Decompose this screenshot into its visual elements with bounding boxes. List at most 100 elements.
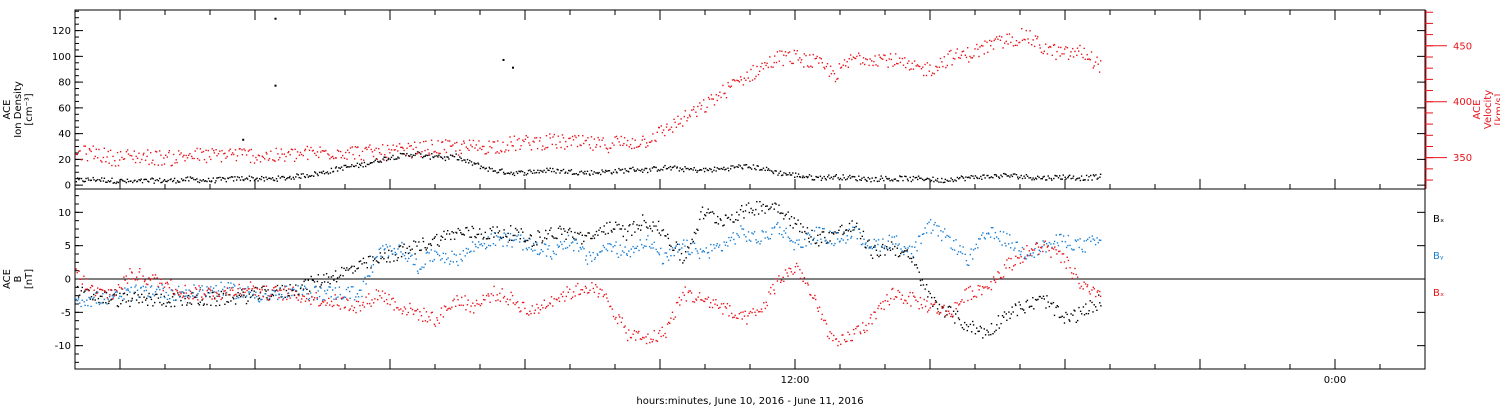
field-point-by [462, 250, 464, 252]
field-point-bx [129, 305, 131, 308]
field-point-by [579, 246, 581, 249]
field-point-by [444, 261, 446, 264]
velocity-point [468, 139, 471, 141]
density-point [815, 175, 817, 178]
velocity-point [796, 50, 798, 52]
velocity-point [1079, 44, 1081, 47]
field-point-by [748, 239, 751, 241]
field-point-bx [679, 259, 681, 261]
field-point-by [479, 244, 481, 246]
density-point [151, 177, 153, 179]
field-point-bz [265, 285, 268, 287]
field-point-by [997, 238, 1000, 240]
field-point-bx [248, 293, 250, 295]
velocity-point [654, 139, 656, 142]
velocity-point [945, 66, 947, 69]
field-point-bx [147, 304, 149, 306]
field-point-bz [974, 295, 976, 297]
velocity-point [545, 135, 548, 137]
field-point-bz [389, 303, 391, 306]
field-point-by [1096, 237, 1098, 239]
field-point-by [369, 275, 371, 277]
field-point-by [989, 236, 992, 238]
field-point-bz [593, 291, 596, 294]
field-point-by [755, 239, 757, 241]
velocity-point [585, 139, 587, 142]
density-point [760, 168, 762, 171]
field-point-bz [882, 301, 884, 303]
velocity-point [245, 154, 248, 156]
velocity-point [878, 54, 880, 56]
density-point [744, 164, 747, 166]
field-point-bx [755, 208, 757, 211]
velocity-point [770, 66, 772, 68]
field-point-bz [651, 341, 653, 343]
field-point-bx [784, 214, 786, 217]
field-point-by [907, 247, 909, 249]
field-point-by [873, 238, 875, 241]
field-point-bx [497, 232, 499, 234]
field-point-by [986, 232, 988, 235]
field-point-by [583, 248, 585, 250]
velocity-point [843, 59, 846, 61]
field-point-bx [702, 217, 705, 220]
density-point [384, 156, 386, 158]
velocity-point [1046, 53, 1049, 55]
velocity-point [1032, 39, 1034, 41]
field-point-bz [192, 298, 194, 300]
velocity-point [346, 158, 348, 160]
density-point [785, 172, 787, 175]
velocity-point [1045, 43, 1047, 45]
velocity-point [518, 137, 520, 140]
field-point-bx [313, 281, 316, 283]
density-point [978, 177, 981, 180]
field-point-bz [1089, 293, 1091, 295]
field-point-bz [941, 305, 943, 308]
density-point [314, 172, 317, 174]
density-point [412, 154, 414, 156]
field-point-bz [653, 330, 655, 332]
field-point-bz [173, 292, 176, 295]
density-point [468, 162, 470, 164]
field-point-bx [420, 249, 422, 251]
field-point-bx [110, 299, 112, 301]
velocity-point [791, 62, 793, 65]
velocity-axis-title-line: Velocity [1483, 90, 1494, 129]
field-point-by [953, 249, 956, 251]
field-point-bx [785, 213, 787, 215]
velocity-point [382, 144, 384, 146]
field-point-bx [284, 296, 286, 298]
field-point-bz [775, 278, 777, 280]
velocity-point [474, 147, 476, 149]
field-point-by [1045, 251, 1047, 253]
field-point-bz [603, 294, 605, 296]
field-point-by [615, 241, 617, 243]
field-point-bx [874, 244, 876, 247]
field-point-by [547, 248, 549, 250]
velocity-point [774, 55, 776, 57]
density-point [1078, 177, 1081, 179]
density-point [1028, 177, 1030, 179]
density-point [139, 179, 141, 182]
field-axis-title-line: B [13, 275, 24, 282]
field-point-bx [76, 285, 79, 288]
density-point [1025, 174, 1028, 176]
field-point-bx [307, 279, 309, 281]
field-point-bz [521, 301, 524, 304]
density-point [95, 179, 98, 182]
field-point-bx [720, 219, 722, 221]
density-point [109, 181, 111, 183]
field-point-by [822, 228, 824, 230]
density-point [777, 174, 779, 176]
velocity-point [255, 156, 257, 159]
density-point [904, 175, 906, 177]
density-point [1057, 177, 1060, 179]
density-point [420, 153, 422, 155]
velocity-point [298, 154, 301, 156]
density-point [144, 178, 146, 180]
velocity-point [816, 55, 818, 58]
velocity-point [1002, 47, 1004, 49]
velocity-point [910, 68, 912, 70]
density-point [534, 172, 536, 174]
field-point-by [1032, 252, 1034, 254]
